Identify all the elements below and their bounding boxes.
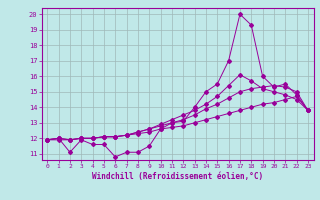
X-axis label: Windchill (Refroidissement éolien,°C): Windchill (Refroidissement éolien,°C) [92, 172, 263, 181]
